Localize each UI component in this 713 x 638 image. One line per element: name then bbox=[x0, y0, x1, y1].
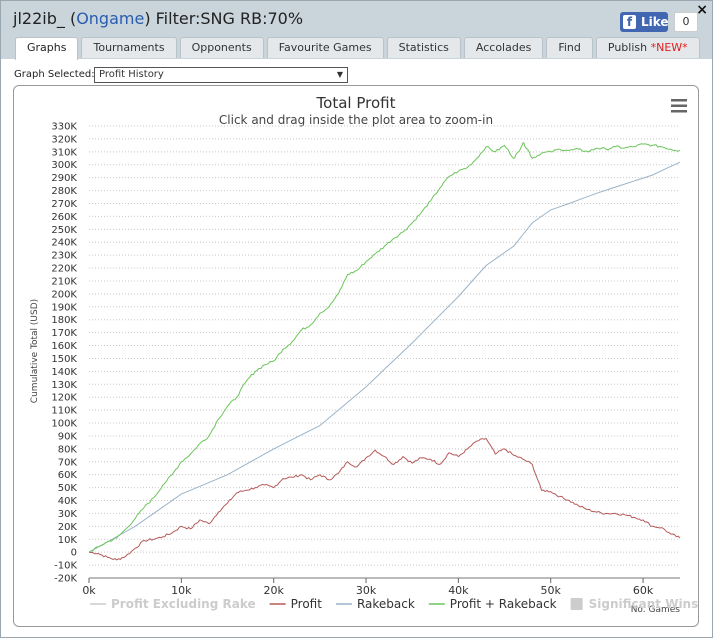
facebook-icon: f bbox=[623, 15, 636, 29]
y-tick-label: 250K bbox=[51, 225, 77, 236]
tab-statistics[interactable]: Statistics bbox=[386, 37, 461, 58]
tab-accolades-label: Accolades bbox=[475, 41, 532, 54]
y-tick-label: 40K bbox=[58, 496, 78, 507]
y-tick-label: 130K bbox=[51, 380, 77, 391]
tab-accolades[interactable]: Accolades bbox=[463, 37, 544, 58]
legend-label: Profit Excluding Rake bbox=[111, 597, 256, 611]
tab-graphs[interactable]: Graphs bbox=[15, 37, 79, 60]
x-tick-label: 50k bbox=[541, 584, 562, 597]
y-tick-label: 80K bbox=[58, 444, 78, 455]
y-tick-label: 290K bbox=[51, 173, 77, 184]
series-line-profit[interactable] bbox=[88, 437, 681, 561]
legend-label: Significant Wins bbox=[589, 597, 698, 611]
y-tick-label: 280K bbox=[51, 186, 77, 197]
x-tick-label: 60k bbox=[633, 584, 654, 597]
tab-opponents[interactable]: Opponents bbox=[179, 37, 264, 58]
y-tick-label: 10K bbox=[58, 535, 78, 546]
x-tick-label: 40k bbox=[448, 584, 469, 597]
y-tick-label: 220K bbox=[51, 264, 77, 275]
site-name[interactable]: Ongame bbox=[76, 9, 145, 28]
y-tick-label: 200K bbox=[51, 289, 77, 300]
facebook-like-button[interactable]: f Like bbox=[620, 12, 669, 32]
y-tick-label: 90K bbox=[58, 431, 78, 442]
filter-text: ) Filter:SNG RB:70% bbox=[144, 9, 304, 28]
window-title: jl22ib_ (Ongame) Filter:SNG RB:70% bbox=[13, 9, 303, 28]
tab-favourite-games-label: Favourite Games bbox=[278, 41, 372, 54]
y-tick-label: 300K bbox=[51, 160, 77, 171]
x-tick-label: 10k bbox=[171, 584, 192, 597]
x-tick-label: 30k bbox=[356, 584, 377, 597]
legend-item-profit-excluding-rake[interactable]: Profit Excluding Rake bbox=[90, 597, 256, 611]
legend-item-significant-wins[interactable]: Significant Wins bbox=[570, 597, 698, 611]
y-tick-label: -20K bbox=[54, 574, 77, 585]
y-tick-label: 170K bbox=[51, 328, 77, 339]
y-tick-label: 70K bbox=[58, 457, 78, 468]
tab-publish[interactable]: Publish *NEW* bbox=[595, 37, 700, 58]
y-tick-label: 120K bbox=[51, 393, 77, 404]
tab-tournaments[interactable]: Tournaments bbox=[81, 37, 177, 58]
legend-item-rakeback[interactable]: Rakeback bbox=[335, 597, 415, 611]
tab-favourite-games[interactable]: Favourite Games bbox=[266, 37, 384, 58]
legend-label: Rakeback bbox=[357, 597, 415, 611]
graph-select[interactable]: Profit History ▼ bbox=[94, 67, 348, 83]
y-tick-label: 260K bbox=[51, 212, 77, 223]
series-line-rakeback[interactable] bbox=[88, 161, 681, 553]
close-icon[interactable]: × bbox=[696, 2, 708, 18]
graph-selected-label: Graph Selected: bbox=[14, 69, 95, 80]
profit-chart[interactable]: Total Profit Click and drag inside the p… bbox=[14, 86, 698, 626]
y-tick-label: -10K bbox=[54, 561, 77, 572]
y-tick-label: 60K bbox=[58, 470, 78, 481]
dropdown-arrow-icon: ▼ bbox=[336, 70, 343, 79]
facebook-like-label: Like bbox=[641, 15, 669, 29]
y-axis-label: Cumulative Total (USD) bbox=[30, 299, 40, 403]
tab-graphs-label: Graphs bbox=[27, 41, 67, 54]
tab-opponents-label: Opponents bbox=[191, 41, 252, 54]
facebook-like-count: 0 bbox=[674, 12, 698, 32]
y-tick-label: 30K bbox=[58, 509, 78, 520]
y-tick-label: 50K bbox=[58, 483, 78, 494]
window-header: jl22ib_ (Ongame) Filter:SNG RB:70% × f L… bbox=[1, 1, 712, 60]
y-tick-label: 20K bbox=[58, 522, 78, 533]
y-tick-label: 0 bbox=[71, 548, 77, 559]
y-tick-label: 150K bbox=[51, 354, 77, 365]
y-tick-label: 160K bbox=[51, 341, 77, 352]
tab-statistics-label: Statistics bbox=[398, 41, 449, 54]
chart-menu-icon[interactable] bbox=[671, 99, 687, 113]
chart-title: Total Profit bbox=[316, 94, 396, 112]
player-name: jl22ib_ bbox=[13, 9, 65, 28]
legend-label: Profit bbox=[291, 597, 323, 611]
legend-symbol bbox=[570, 598, 583, 610]
legend-label: Profit + Rakeback bbox=[450, 597, 557, 611]
y-tick-label: 110K bbox=[51, 406, 77, 417]
x-axis-label: No. Games bbox=[631, 605, 681, 615]
y-tick-label: 320K bbox=[51, 134, 77, 145]
legend-item-profit[interactable]: Profit bbox=[269, 597, 323, 611]
tab-publish-label: Publish bbox=[607, 41, 648, 54]
y-tick-label: 310K bbox=[51, 147, 77, 158]
y-tick-label: 210K bbox=[51, 276, 77, 287]
tab-find[interactable]: Find bbox=[546, 37, 593, 58]
y-tick-label: 100K bbox=[51, 419, 77, 430]
tab-find-label: Find bbox=[558, 41, 581, 54]
y-tick-label: 240K bbox=[51, 238, 77, 249]
legend-item-profit-rakeback[interactable]: Profit + Rakeback bbox=[428, 597, 557, 611]
x-tick-label: 0k bbox=[82, 584, 96, 597]
series-line-profit-rakeback[interactable] bbox=[88, 142, 681, 553]
y-tick-label: 330K bbox=[51, 122, 77, 133]
title-open-paren: ( bbox=[64, 9, 77, 28]
graph-select-value: Profit History bbox=[99, 69, 164, 80]
y-tick-label: 270K bbox=[51, 199, 77, 210]
new-badge: *NEW* bbox=[650, 41, 688, 54]
y-tick-label: 180K bbox=[51, 315, 77, 326]
y-tick-label: 140K bbox=[51, 367, 77, 378]
chart-subtitle: Click and drag inside the plot area to z… bbox=[219, 113, 493, 127]
y-tick-label: 190K bbox=[51, 302, 77, 313]
tab-tournaments-label: Tournaments bbox=[93, 41, 165, 54]
y-tick-label: 230K bbox=[51, 251, 77, 262]
x-tick-label: 20k bbox=[264, 584, 285, 597]
tab-bar: Graphs Tournaments Opponents Favourite G… bbox=[15, 37, 703, 60]
chart-panel: Total Profit Click and drag inside the p… bbox=[13, 85, 699, 627]
